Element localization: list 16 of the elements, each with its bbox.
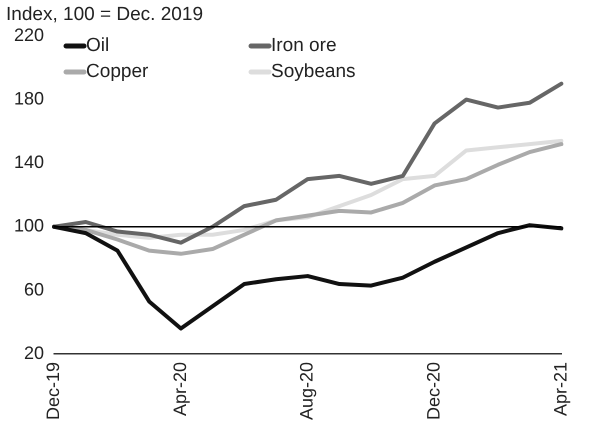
x-tick-label: Apr-21 [550, 362, 570, 416]
legend-label: Soybeans [271, 61, 356, 82]
x-tick-label: Dec-20 [424, 362, 444, 420]
y-tick-label: 60 [24, 279, 44, 300]
chart-title: Index, 100 = Dec. 2019 [6, 4, 204, 26]
legend-label: Oil [86, 35, 110, 56]
legend-label: Copper [86, 61, 150, 82]
x-tick-label: Dec-19 [43, 362, 63, 420]
y-tick-label: 20 [24, 342, 44, 363]
x-tick-label: Apr-20 [170, 362, 190, 416]
x-tick-label: Aug-20 [296, 362, 317, 420]
y-tick-label: 180 [14, 88, 44, 109]
y-tick-label: 220 [14, 24, 44, 45]
y-tick-label: 140 [14, 152, 44, 172]
legend-label: Iron ore [271, 35, 337, 56]
y-tick-label: 100 [14, 216, 44, 236]
